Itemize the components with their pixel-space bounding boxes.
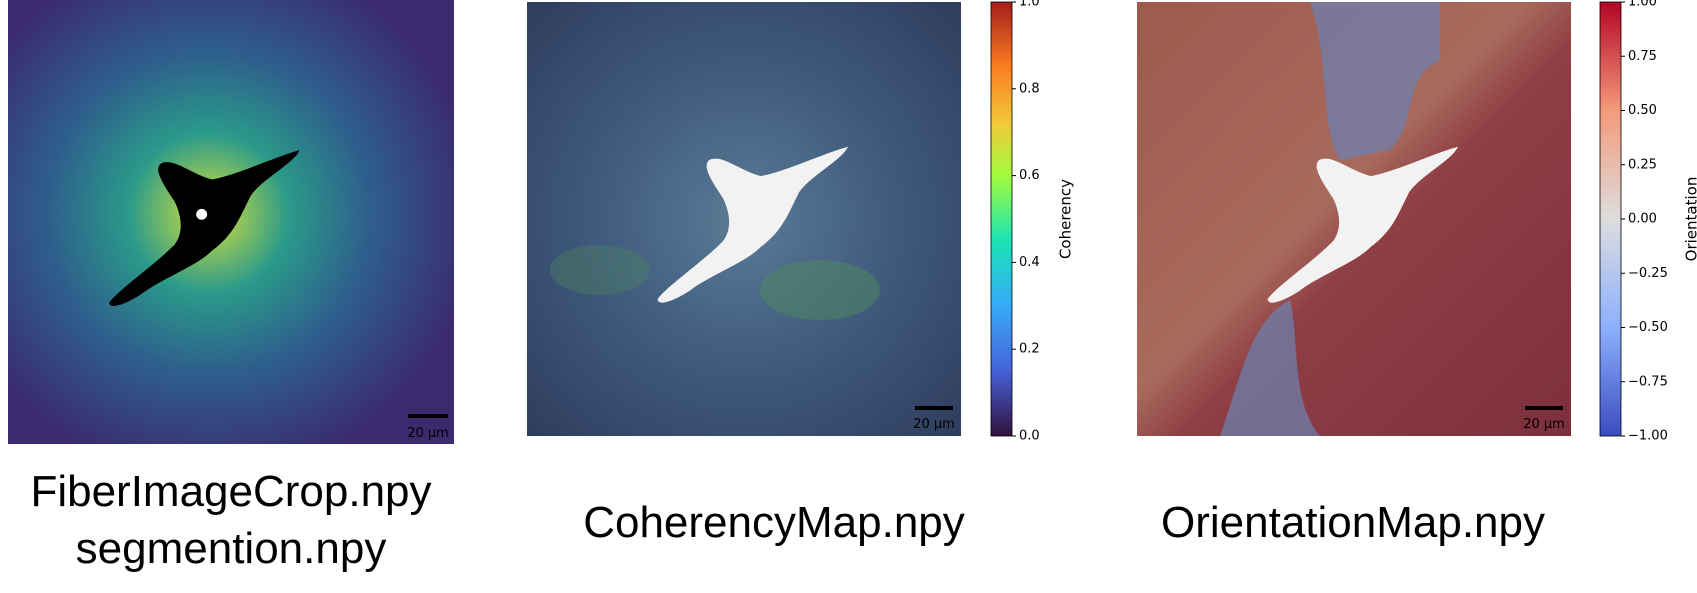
colorbar-label: Coherency — [1057, 179, 1075, 259]
scale-bar-label: 20 µm — [407, 426, 449, 441]
scale-bar-label: 20 µm — [1523, 417, 1565, 432]
scale-bar-label: 20 µm — [913, 417, 955, 432]
orientation-map: 20 µm — [1137, 2, 1571, 436]
colorbar-tick-label: 0.00 — [1628, 212, 1657, 227]
colorbar-tick-label: 1.0 — [1019, 0, 1040, 10]
colorbar-tick-label: 0.0 — [1019, 429, 1040, 444]
coherency-map: 20 µm — [527, 2, 961, 436]
colorbar-tick-label: −0.50 — [1628, 320, 1668, 335]
colorbar — [990, 1, 1013, 437]
colorbar-tick-label: −0.75 — [1628, 374, 1668, 389]
colorbar-tick-label: −1.00 — [1628, 429, 1668, 444]
colorbar-tick-label: 0.6 — [1019, 168, 1040, 183]
colorbar-tick-label: 0.8 — [1019, 81, 1040, 96]
fiber-image: 20 µm — [8, 0, 454, 444]
colorbar-tick-label: 0.25 — [1628, 157, 1657, 172]
colorbar-tick-label: 0.2 — [1019, 342, 1040, 357]
caption: segmention.npy — [76, 524, 387, 573]
caption: CoherencyMap.npy — [583, 498, 965, 547]
colorbar-tick-label: 0.50 — [1628, 103, 1657, 118]
colorbar-tick-label: 1.00 — [1628, 0, 1657, 10]
colorbar-label: Orientation — [1683, 177, 1697, 262]
caption: FiberImageCrop.npy — [30, 467, 431, 516]
colorbar-tick-label: −0.25 — [1628, 266, 1668, 281]
colorbar-tick-label: 0.4 — [1019, 255, 1040, 270]
colorbar — [1599, 1, 1622, 437]
caption: OrientationMap.npy — [1161, 498, 1545, 547]
colorbar-tick-label: 0.75 — [1628, 49, 1657, 64]
